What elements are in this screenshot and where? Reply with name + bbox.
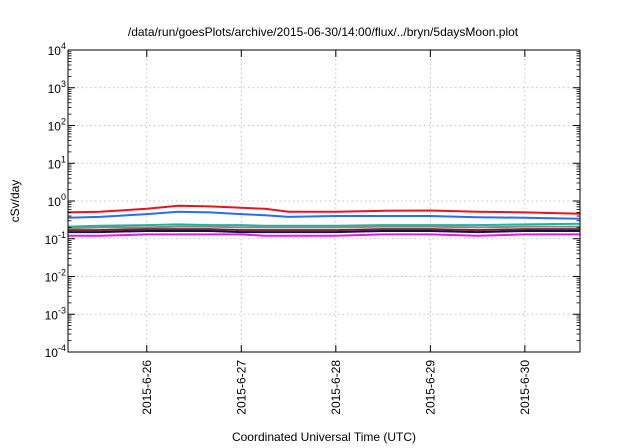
- series-line: [67, 210, 581, 220]
- series-line: [68, 233, 580, 237]
- series-line: [67, 222, 581, 228]
- chart-title: /data/run/goesPlots/archive/2015-06-30/1…: [128, 25, 519, 39]
- y-tick-label: 10-2: [45, 268, 66, 285]
- x-tick-label: 2015-6-29: [423, 360, 437, 415]
- series-line: [68, 228, 580, 232]
- x-axis-label: Coordinated Universal Time (UTC): [232, 430, 416, 444]
- x-tick-label: 2015-6-26: [140, 360, 154, 415]
- y-tick-label: 103: [48, 79, 66, 96]
- y-tick-label: 10-1: [45, 230, 66, 247]
- x-tick-label: 2015-6-28: [329, 360, 343, 415]
- grid-lines: [68, 50, 580, 352]
- y-tick-label: 10-3: [45, 305, 66, 322]
- y-axis-label: cSv/day: [8, 180, 22, 223]
- x-tick-label: 2015-6-30: [518, 360, 532, 415]
- series-line: [67, 204, 581, 215]
- y-tick-label: 100: [48, 192, 66, 209]
- y-tick-label: 10-4: [45, 343, 66, 360]
- y-tick-label: 104: [48, 41, 66, 58]
- series-group: [67, 204, 581, 237]
- x-tick-label: 2015-6-27: [234, 360, 248, 415]
- x-axis: 2015-6-26 2015-6-27 2015-6-28 2015-6-29 2015…: [140, 50, 532, 415]
- y-axis: 10-4 10-3 10-2 10-1 100 101 102 103 104: [45, 41, 580, 360]
- series-line: [67, 225, 580, 230]
- y-tick-label: 101: [48, 154, 66, 171]
- series-line: [68, 230, 580, 234]
- y-tick-label: 102: [48, 117, 66, 134]
